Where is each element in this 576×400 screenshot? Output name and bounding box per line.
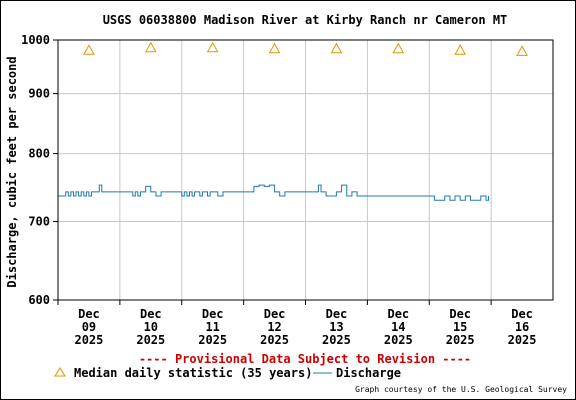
median-point (268, 42, 281, 54)
x-tick-label-date: 14 (391, 320, 405, 334)
x-tick-label-date: 11 (205, 320, 219, 334)
y-tick-label: 1000 (21, 33, 50, 47)
x-tick-label-year: 2025 (198, 333, 227, 347)
median-point (392, 42, 405, 54)
y-axis-ticks: 600 700 800 900 1000 (21, 33, 58, 307)
median-point (454, 44, 467, 55)
chart-title: USGS 06038800 Madison River at Kirby Ran… (103, 13, 508, 27)
legend: Median daily statistic (35 years) Discha… (54, 366, 401, 380)
x-tick-label-day: Dec (202, 307, 224, 321)
x-tick-label-date: 12 (267, 320, 281, 334)
median-point (516, 45, 528, 56)
x-tick-label-year: 2025 (74, 333, 103, 347)
x-tick-label-date: 13 (329, 320, 343, 334)
legend-discharge-label: Discharge (336, 366, 401, 380)
x-tick-label-day: Dec (449, 307, 471, 321)
x-tick-label-year: 2025 (322, 333, 351, 347)
legend-median-triangle-icon (54, 367, 66, 377)
y-axis-label: Discharge, cubic feet per second (5, 56, 19, 287)
x-tick-label-year: 2025 (446, 333, 475, 347)
median-point (83, 44, 95, 55)
discharge-line (58, 184, 489, 201)
x-tick-label-date: 16 (515, 320, 529, 334)
median-point (206, 41, 219, 53)
x-tick-label-day: Dec (387, 307, 409, 321)
x-tick-label-date: 09 (82, 320, 96, 334)
y-tick-label: 800 (28, 147, 50, 161)
legend-median-label: Median daily statistic (35 years) (74, 366, 312, 380)
provisional-notice: ---- Provisional Data Subject to Revisio… (139, 352, 471, 366)
x-tick-label-year: 2025 (136, 333, 165, 347)
median-point (330, 42, 343, 54)
y-tick-label: 700 (28, 215, 50, 229)
credit-text: Graph courtesy of the U.S. Geological Su… (355, 385, 567, 394)
gridlines (58, 39, 553, 301)
x-tick-label-date: 15 (453, 320, 467, 334)
y-tick-label: 900 (28, 87, 50, 101)
x-tick-label-day: Dec (78, 307, 100, 321)
x-tick-label-day: Dec (326, 307, 348, 321)
median-point (144, 41, 157, 53)
x-tick-label-day: Dec (140, 307, 162, 321)
discharge-series (58, 184, 489, 201)
x-tick-label-year: 2025 (508, 333, 537, 347)
y-tick-label: 600 (28, 293, 50, 307)
x-tick-label-date: 10 (144, 320, 158, 334)
x-tick-label-year: 2025 (260, 333, 289, 347)
median-series (83, 41, 528, 56)
x-tick-label-year: 2025 (384, 333, 413, 347)
x-axis-ticks: Dec092025Dec102025Dec112025Dec122025Dec1… (57, 300, 537, 347)
x-tick-label-day: Dec (264, 307, 286, 321)
x-tick-label-day: Dec (511, 307, 533, 321)
